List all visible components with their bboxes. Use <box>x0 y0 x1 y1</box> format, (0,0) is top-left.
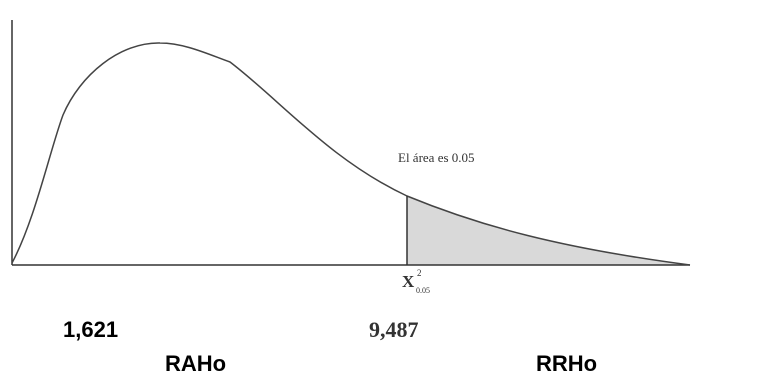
critical-superscript: 2 <box>417 268 422 278</box>
critical-subscript: 0.05 <box>416 286 430 295</box>
area-annotation: El área es 0.05 <box>398 150 475 165</box>
rejection-region-shading <box>407 196 690 265</box>
acceptance-region-label: RAHo <box>165 351 226 376</box>
chi-square-curve <box>11 42 691 266</box>
critical-symbol: X <box>402 272 415 291</box>
observed-value: 1,621 <box>63 317 118 342</box>
rejection-region-label: RRHo <box>536 351 597 376</box>
critical-value: 9,487 <box>369 317 419 342</box>
